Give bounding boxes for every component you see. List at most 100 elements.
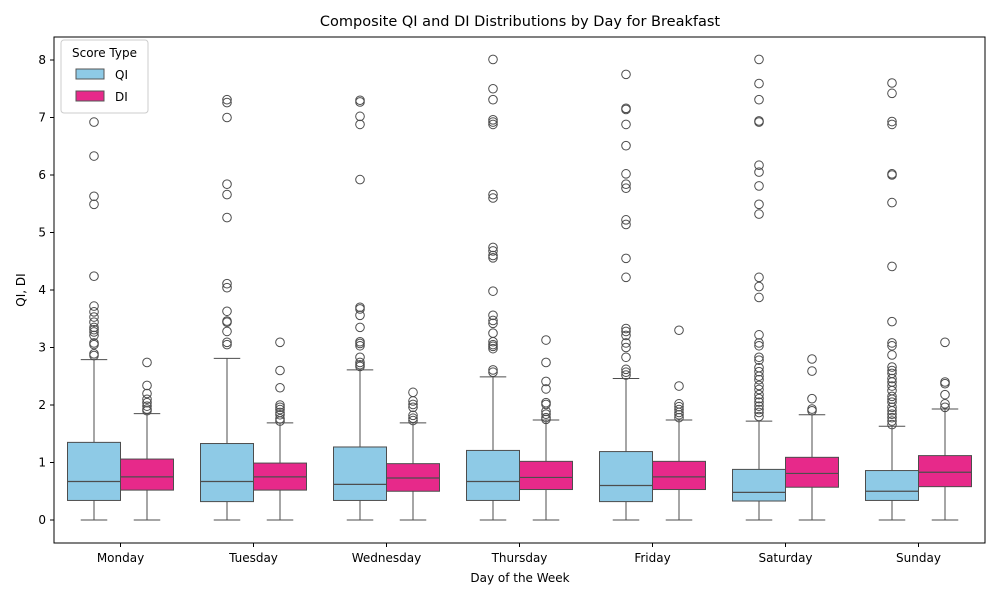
outlier-di-friday — [674, 407, 684, 418]
box-di-sunday — [918, 455, 972, 488]
outlier-di-sunday — [940, 399, 950, 409]
outlier-di-thursday — [541, 376, 551, 387]
box-group-qi-tuesday — [200, 94, 254, 521]
outlier-qi-tuesday — [222, 179, 232, 189]
outlier-qi-thursday — [488, 242, 498, 253]
outlier-qi-tuesday — [222, 189, 232, 200]
y-tick-label: 6 — [38, 168, 46, 182]
outlier-di-saturday — [807, 393, 817, 404]
outlier-qi-tuesday — [222, 339, 232, 350]
outlier-di-wednesday — [408, 415, 418, 426]
outlier-qi-thursday — [488, 115, 498, 125]
outlier-di-tuesday — [275, 404, 285, 415]
outlier-qi-monday — [89, 151, 99, 161]
outlier-qi-sunday — [887, 391, 897, 402]
outlier-qi-friday — [621, 119, 631, 130]
legend: Score Type QI DI — [60, 39, 149, 114]
outlier-qi-saturday — [754, 272, 764, 283]
outlier-qi-monday — [89, 271, 99, 282]
outlier-qi-friday — [621, 370, 631, 380]
outlier-qi-tuesday — [222, 282, 232, 293]
box-group-di-monday — [120, 357, 174, 521]
outlier-qi-saturday — [754, 94, 764, 105]
outlier-qi-tuesday — [222, 306, 232, 317]
outlier-qi-saturday — [754, 78, 764, 89]
outlier-qi-sunday — [887, 405, 897, 416]
box-di-saturday — [785, 456, 839, 488]
outlier-qi-sunday — [887, 116, 897, 127]
outlier-qi-wednesday — [355, 340, 365, 351]
axes: 0 1 2 3 4 5 6 7 8 Monday Tuesday Wednesday Thursday F… — [38, 36, 986, 565]
outlier-qi-thursday — [488, 341, 498, 352]
box-group-di-thursday — [519, 335, 573, 521]
outlier-qi-wednesday — [355, 111, 365, 122]
outlier-qi-friday — [621, 140, 631, 151]
outlier-di-saturday — [807, 354, 817, 364]
outlier-di-monday — [142, 405, 152, 416]
legend-label-qi: QI — [115, 68, 128, 82]
outlier-qi-monday — [89, 312, 99, 322]
outlier-qi-saturday — [754, 167, 764, 177]
outlier-di-monday — [142, 388, 152, 399]
outlier-di-tuesday — [275, 365, 285, 376]
outlier-qi-friday — [621, 323, 631, 334]
box-di-friday — [652, 460, 706, 491]
outlier-qi-sunday — [887, 394, 897, 405]
outlier-qi-saturday — [754, 340, 764, 351]
outlier-di-tuesday — [275, 414, 285, 424]
outlier-qi-saturday — [754, 281, 764, 292]
outlier-di-friday — [674, 325, 684, 336]
outlier-qi-sunday — [887, 170, 897, 180]
outlier-qi-thursday — [488, 193, 498, 203]
outlier-qi-saturday — [754, 209, 764, 219]
outlier-di-wednesday — [408, 399, 418, 410]
outlier-qi-tuesday — [222, 212, 232, 223]
legend-swatch-di — [75, 90, 105, 102]
outlier-qi-saturday — [754, 397, 764, 407]
outlier-di-tuesday — [275, 416, 285, 426]
outlier-qi-friday — [621, 272, 631, 283]
outlier-qi-wednesday — [355, 304, 365, 314]
outlier-di-monday — [142, 380, 152, 391]
outlier-qi-friday — [621, 367, 631, 378]
outlier-qi-thursday — [488, 286, 498, 296]
box-qi-thursday — [466, 449, 520, 501]
outlier-di-thursday — [541, 409, 551, 420]
legend-title: Score Type — [72, 46, 137, 60]
outlier-qi-saturday — [754, 401, 764, 411]
box-group-qi-wednesday — [333, 95, 387, 521]
x-axis-label: Day of the Week — [470, 571, 569, 585]
outlier-qi-sunday — [887, 78, 897, 88]
y-tick-label: 1 — [38, 456, 46, 470]
outlier-qi-sunday — [887, 416, 897, 426]
outlier-di-sunday — [940, 389, 950, 400]
outlier-di-tuesday — [275, 400, 285, 410]
outlier-qi-saturday — [754, 393, 764, 404]
outlier-qi-thursday — [488, 318, 498, 329]
outlier-qi-saturday — [754, 199, 764, 210]
box-group-di-wednesday — [386, 387, 440, 521]
box-group-qi-friday — [599, 69, 653, 521]
outlier-qi-tuesday — [222, 317, 232, 328]
outlier-qi-saturday — [754, 366, 764, 377]
outlier-di-monday — [142, 401, 152, 411]
outlier-qi-wednesday — [355, 97, 365, 107]
outlier-qi-sunday — [887, 316, 897, 327]
outlier-qi-saturday — [754, 352, 764, 363]
outlier-qi-friday — [621, 179, 631, 189]
outlier-qi-monday — [89, 350, 99, 361]
y-tick-label: 2 — [38, 398, 46, 412]
outlier-qi-monday — [89, 307, 99, 317]
outlier-qi-thursday — [488, 328, 498, 338]
box-group-di-sunday — [918, 337, 972, 521]
outlier-di-wednesday — [408, 402, 418, 413]
outlier-qi-sunday — [887, 365, 897, 376]
outlier-qi-thursday — [488, 310, 498, 321]
box-qi-sunday — [865, 470, 919, 501]
outlier-di-tuesday — [275, 402, 285, 413]
outlier-di-monday — [142, 394, 152, 405]
outlier-qi-sunday — [887, 197, 897, 208]
outlier-qi-sunday — [887, 409, 897, 420]
outlier-di-sunday — [940, 337, 950, 348]
outlier-qi-thursday — [488, 117, 498, 127]
